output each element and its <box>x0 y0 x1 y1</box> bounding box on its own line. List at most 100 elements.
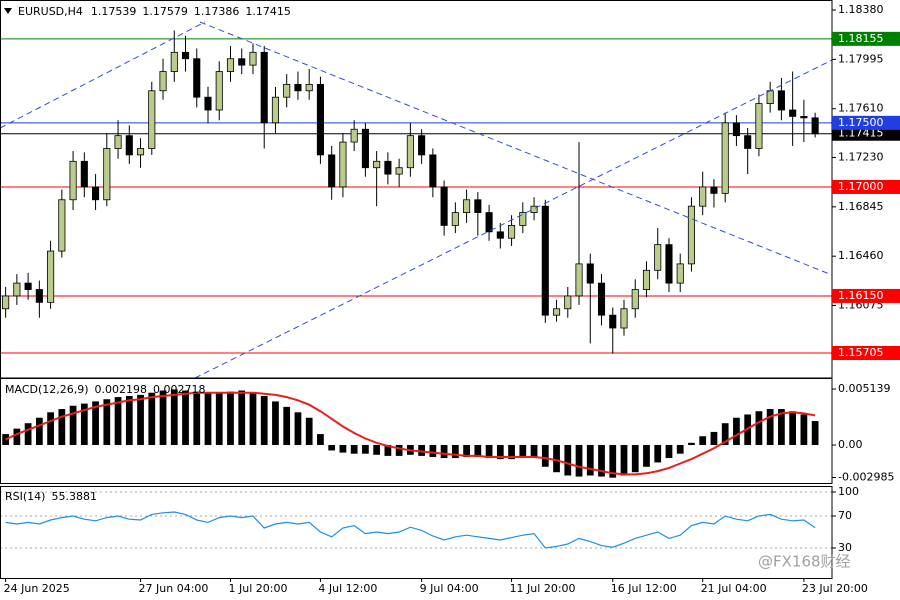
candle-body <box>642 269 651 290</box>
candle-body <box>800 116 808 119</box>
candle-body <box>631 289 639 310</box>
candle-body <box>294 83 302 92</box>
candle-body <box>609 314 617 329</box>
macd-title: MACD(12,26,9) <box>5 383 89 396</box>
macd-bar <box>643 444 650 467</box>
candle-body <box>687 205 696 265</box>
candle-body <box>35 289 43 303</box>
watermark: @FX168财经 <box>758 553 851 571</box>
macd-bar <box>69 405 77 445</box>
candle-body <box>676 263 684 284</box>
candle-body <box>114 135 122 149</box>
y-tick-label: 1.16460 <box>838 249 884 262</box>
candle-body <box>620 308 628 329</box>
macd-bar <box>530 444 538 457</box>
macd-bar <box>170 389 178 445</box>
candle-body <box>474 199 482 213</box>
macd-bar <box>283 406 291 445</box>
macd-bar <box>339 444 347 453</box>
macd-bar <box>384 444 392 456</box>
rsi-line <box>5 511 816 549</box>
y-tick-label: -0.002985 <box>838 470 894 483</box>
rsi-header: RSI(14) 55.3881 <box>5 490 97 503</box>
candle-body <box>744 135 752 149</box>
candle-body <box>271 96 280 124</box>
macd-bar <box>766 409 774 445</box>
candle-body <box>47 250 55 303</box>
candle-body <box>586 263 594 284</box>
macd-bar <box>463 444 470 457</box>
candle-body <box>384 160 392 175</box>
macd-bar <box>137 394 144 445</box>
macd-bar <box>159 390 167 445</box>
open-value: 1.17539 <box>91 5 137 18</box>
candle-body <box>283 83 291 98</box>
level-label-box <box>832 115 900 130</box>
candle-body <box>13 282 21 297</box>
macd-bar <box>24 423 32 445</box>
macd-bar <box>620 444 628 476</box>
candle-body <box>148 90 156 149</box>
macd-bar <box>215 392 223 445</box>
macd-bar <box>114 397 122 445</box>
level-label-box <box>832 31 900 46</box>
x-tick-label: 27 Jun 04:00 <box>139 582 209 595</box>
candle-body <box>350 128 358 143</box>
macd-bar <box>429 444 437 457</box>
y-tick-label: 1.17610 <box>838 102 884 115</box>
macd-bar <box>418 444 425 456</box>
y-tick-label: 1.17230 <box>838 150 884 163</box>
candle-body <box>136 148 145 156</box>
candle-body <box>541 205 549 316</box>
y-tick-label: 30 <box>838 541 852 554</box>
candle-body <box>193 58 201 98</box>
macd-bar <box>553 444 560 473</box>
rsi-panel-frame <box>0 486 833 579</box>
macd-bar <box>451 444 459 459</box>
chart-header: EURUSD,H4 1.17539 1.17579 1.17386 1.17415 <box>18 5 291 18</box>
candle-body <box>564 295 572 310</box>
candle-body <box>699 186 707 207</box>
macd-bar <box>541 444 549 467</box>
macd-bar <box>564 444 572 476</box>
trend-line <box>0 21 206 129</box>
macd-bar <box>485 444 493 459</box>
candle-body <box>2 295 10 310</box>
macd-bar <box>721 423 729 445</box>
macd-panel-frame <box>0 378 833 484</box>
macd-bar <box>148 392 156 445</box>
price-axis: 1.18380 1.17995 1.17610 1.17230 1.16845 1.164… <box>4 3 900 595</box>
macd-bar <box>688 442 695 445</box>
rsi-value: 55.3881 <box>51 490 97 503</box>
candle-body <box>665 244 673 284</box>
level-label-box <box>832 345 900 360</box>
level-label: 1.16150 <box>838 289 884 302</box>
macd-bar <box>204 392 212 445</box>
macd-bar <box>631 444 639 473</box>
x-tick-label: 11 Jul 20:00 <box>510 582 576 595</box>
macd-bar <box>800 414 808 445</box>
candle-body <box>710 186 718 194</box>
macd-bar <box>609 444 617 478</box>
trend-line <box>199 21 833 276</box>
macd-bar <box>58 409 66 445</box>
candle-body <box>170 51 178 72</box>
macd-bar <box>317 434 324 445</box>
candle-body <box>789 109 797 117</box>
candle-body <box>58 199 66 252</box>
macd-bar <box>710 431 718 445</box>
candle-body <box>766 90 774 105</box>
level-label: 1.17415 <box>838 127 884 140</box>
candle-body <box>339 141 347 188</box>
macd-bar <box>305 417 313 445</box>
macd-bar <box>575 444 583 477</box>
y-tick-label: 0.005139 <box>838 382 891 395</box>
candle-body <box>755 103 763 149</box>
level-label: 1.17000 <box>838 180 884 193</box>
macd-bar <box>328 444 336 451</box>
macd-bar <box>125 395 133 445</box>
candle-body <box>811 117 819 135</box>
candle-body <box>80 160 88 188</box>
candle-body <box>226 58 235 72</box>
